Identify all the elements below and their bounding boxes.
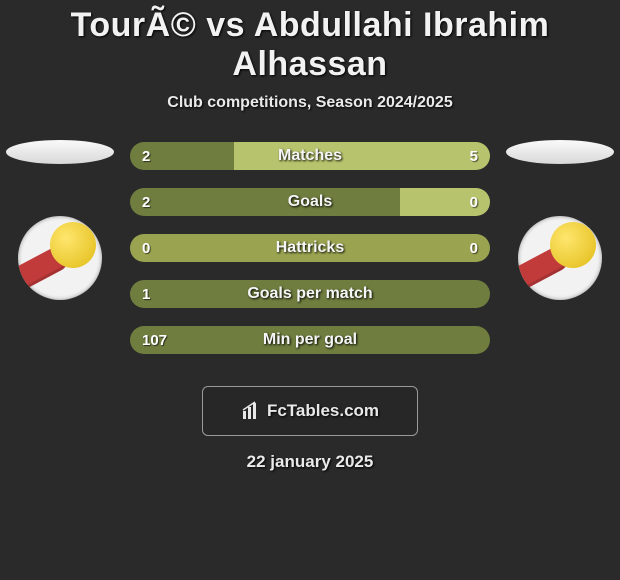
stat-bar-neutral-seg: 00 xyxy=(130,234,490,262)
stat-left-value: 1 xyxy=(142,286,150,303)
stat-bar-left-seg: 2 xyxy=(130,142,234,170)
stat-right-value: 0 xyxy=(470,240,478,257)
stat-right-value: 5 xyxy=(470,148,478,165)
player-left-avatar-placeholder xyxy=(6,140,114,164)
bar-chart-icon xyxy=(241,401,261,421)
page-title: TourÃ© vs Abdullahi Ibrahim Alhassan xyxy=(0,0,620,84)
snapshot-date: 22 january 2025 xyxy=(0,452,620,472)
stat-bar: 107Min per goal xyxy=(130,326,490,354)
stat-right-value: 0 xyxy=(470,194,478,211)
stat-bar-left-seg: 1 xyxy=(130,280,490,308)
stat-left-value: 2 xyxy=(142,194,150,211)
stat-bar: 25Matches xyxy=(130,142,490,170)
player-left-club-badge xyxy=(18,216,102,300)
player-right-club-badge xyxy=(518,216,602,300)
branding-text: FcTables.com xyxy=(267,401,379,421)
stat-bar-left-seg: 2 xyxy=(130,188,400,216)
player-right-avatar-placeholder xyxy=(506,140,614,164)
player-left-column xyxy=(0,140,120,300)
stat-bars: 25Matches20Goals00Hattricks1Goals per ma… xyxy=(130,142,490,354)
comparison-arena: 25Matches20Goals00Hattricks1Goals per ma… xyxy=(0,140,620,370)
stat-bar-right-seg: 5 xyxy=(234,142,490,170)
stat-left-value: 107 xyxy=(142,332,167,349)
stat-bar: 00Hattricks xyxy=(130,234,490,262)
stat-bar-left-seg: 107 xyxy=(130,326,490,354)
stat-bar-right-seg: 0 xyxy=(400,188,490,216)
stat-bar: 1Goals per match xyxy=(130,280,490,308)
branding-box: FcTables.com xyxy=(202,386,418,436)
subtitle: Club competitions, Season 2024/2025 xyxy=(0,94,620,112)
stat-left-value: 0 xyxy=(142,240,150,257)
stat-bar: 20Goals xyxy=(130,188,490,216)
player-right-column xyxy=(500,140,620,300)
stat-left-value: 2 xyxy=(142,148,150,165)
